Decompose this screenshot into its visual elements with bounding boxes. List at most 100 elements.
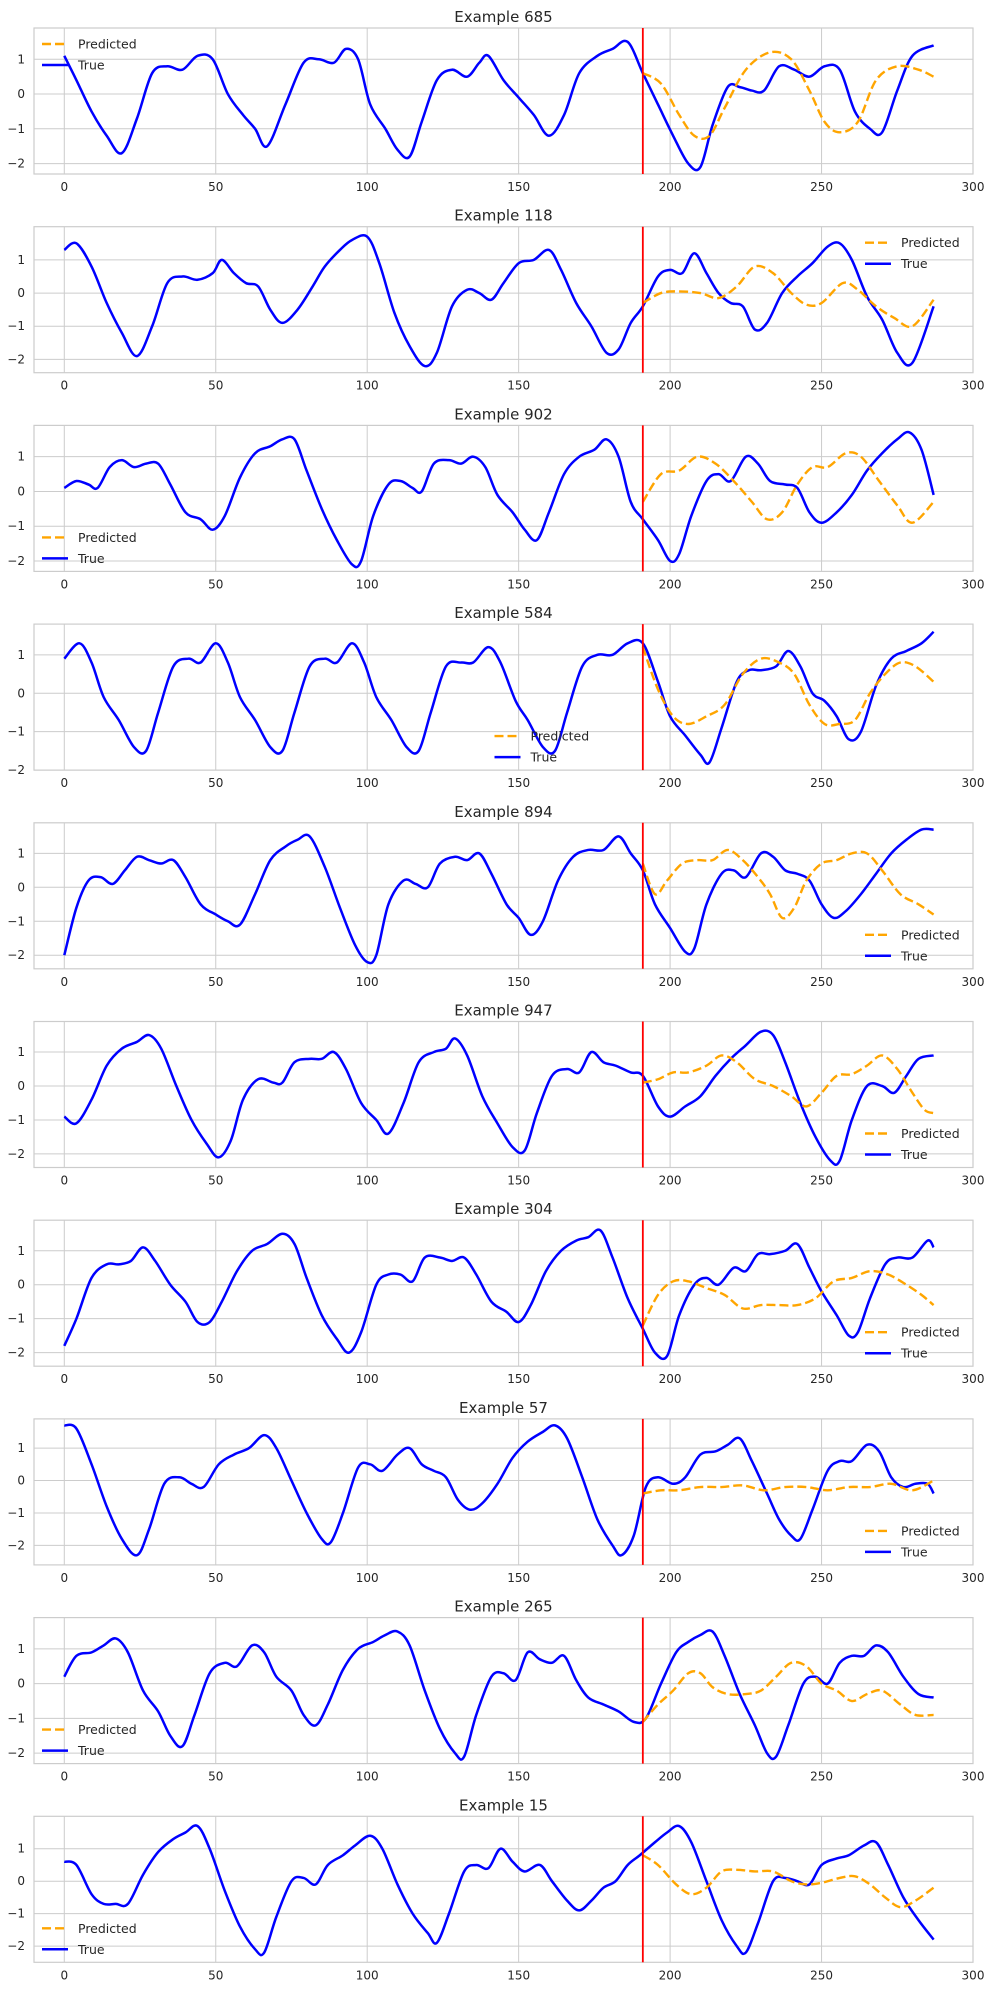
x-tick-label: 200 <box>659 577 682 591</box>
legend: Predicted True <box>865 927 960 963</box>
plot-frame <box>33 623 974 771</box>
legend: Predicted True <box>865 1523 960 1559</box>
subplot: Example 584 0 50 100 150 200 250 300 −2 −1 0 1 Predi… <box>7 604 984 790</box>
legend-label: True <box>900 1147 928 1162</box>
x-tick-label: 250 <box>810 776 833 790</box>
x-tick-label: 200 <box>659 379 682 393</box>
y-tick-label: 1 <box>17 253 25 267</box>
x-tick-label: 150 <box>507 1770 530 1784</box>
x-tick-label: 50 <box>208 1968 223 1982</box>
true-series-line <box>63 1228 935 1361</box>
legend-label: True <box>900 1544 928 1559</box>
predicted-series-line <box>641 646 935 727</box>
legend-label: True <box>900 256 928 271</box>
plot-area <box>34 226 973 373</box>
legend-label: True <box>77 1743 105 1758</box>
subplot-title: Example 947 <box>454 1002 552 1020</box>
x-tick-label: 50 <box>208 776 223 790</box>
x-tick-label: 150 <box>507 180 530 194</box>
y-tick-label: −1 <box>7 725 25 739</box>
plot-frame <box>33 1815 974 1963</box>
y-tick-label: −1 <box>7 1506 25 1520</box>
x-tick-label: 200 <box>659 1770 682 1784</box>
legend-label: Predicted <box>78 1921 137 1936</box>
plot-area <box>34 822 973 969</box>
y-tick-label: −2 <box>7 763 25 777</box>
true-series-line <box>63 630 935 765</box>
subplot-title: Example 265 <box>454 1598 552 1616</box>
plot-frame <box>33 1418 974 1566</box>
x-tick-label: 300 <box>962 1174 985 1188</box>
y-tick-label: 1 <box>17 1045 25 1059</box>
x-tick-label: 100 <box>356 1770 379 1784</box>
true-series-line <box>63 39 935 172</box>
plot-frame <box>33 1616 974 1765</box>
x-tick-label: 250 <box>810 577 833 591</box>
x-tick-label: 250 <box>810 975 833 989</box>
true-series-line <box>63 1423 935 1557</box>
x-tick-label: 100 <box>356 1174 379 1188</box>
plot-frame <box>33 822 974 970</box>
y-tick-label: −1 <box>7 122 25 136</box>
plot-frame <box>33 226 974 374</box>
x-tick-label: 100 <box>356 577 379 591</box>
x-tick-label: 100 <box>356 776 379 790</box>
predicted-series-line <box>641 451 935 524</box>
y-tick-label: 0 <box>17 880 25 894</box>
plot-area <box>34 28 973 174</box>
predicted-series-line <box>642 50 935 141</box>
y-tick-label: 0 <box>17 286 25 300</box>
y-tick-label: 1 <box>17 52 25 66</box>
x-tick-label: 100 <box>356 975 379 989</box>
y-tick-label: 0 <box>17 484 25 498</box>
plot-area <box>34 1220 973 1367</box>
predicted-series-line <box>642 264 935 329</box>
x-tick-label: 150 <box>507 577 530 591</box>
x-tick-label: 300 <box>962 1372 985 1386</box>
legend-label: Predicted <box>901 235 960 250</box>
legend-label: True <box>530 750 558 765</box>
x-tick-label: 150 <box>507 1372 530 1386</box>
plot-area <box>34 1418 973 1565</box>
x-tick-label: 150 <box>507 975 530 989</box>
x-tick-label: 50 <box>208 1174 223 1188</box>
legend-label: True <box>900 948 928 963</box>
y-tick-label: −2 <box>7 1346 25 1360</box>
y-tick-label: 0 <box>17 87 25 101</box>
y-tick-label: 1 <box>17 1244 25 1258</box>
x-tick-label: 250 <box>810 1372 833 1386</box>
subplot: Example 265 0 50 100 150 200 250 300 −2 −1 0 1 Predi… <box>7 1598 984 1784</box>
y-tick-label: −2 <box>7 948 25 962</box>
subplot: Example 118 0 50 100 150 200 250 300 −2 −1 0 1 Predi… <box>7 207 984 393</box>
x-tick-label: 0 <box>60 1174 68 1188</box>
x-tick-label: 100 <box>356 1571 379 1585</box>
subplot-title: Example 685 <box>454 8 552 26</box>
predicted-series-line <box>642 1479 935 1495</box>
y-tick-label: −2 <box>7 1538 25 1552</box>
y-tick-label: 0 <box>17 686 25 700</box>
plot-area <box>34 624 973 771</box>
subplot-title: Example 304 <box>454 1200 552 1218</box>
x-tick-label: 0 <box>60 1372 68 1386</box>
legend-label: Predicted <box>78 1722 137 1737</box>
x-tick-label: 50 <box>208 1372 223 1386</box>
y-tick-label: 0 <box>17 1474 25 1488</box>
y-tick-label: −2 <box>7 1746 25 1760</box>
subplot-title: Example 584 <box>454 604 552 622</box>
y-tick-label: −2 <box>7 157 25 171</box>
x-tick-label: 150 <box>507 379 530 393</box>
legend: Predicted True <box>42 1921 137 1957</box>
subplot: Example 902 0 50 100 150 200 250 300 −2 −1 0 1 Predi… <box>7 405 984 591</box>
x-tick-label: 0 <box>60 379 68 393</box>
y-tick-label: −2 <box>7 554 25 568</box>
x-tick-label: 300 <box>962 1770 985 1784</box>
plot-area <box>34 425 973 572</box>
x-tick-label: 200 <box>659 1372 682 1386</box>
x-tick-label: 0 <box>60 577 68 591</box>
x-tick-label: 250 <box>810 180 833 194</box>
x-tick-label: 50 <box>208 1770 223 1784</box>
x-tick-label: 300 <box>962 975 985 989</box>
y-tick-label: 1 <box>17 846 25 860</box>
plot-area <box>34 1816 973 1963</box>
x-tick-label: 0 <box>60 975 68 989</box>
